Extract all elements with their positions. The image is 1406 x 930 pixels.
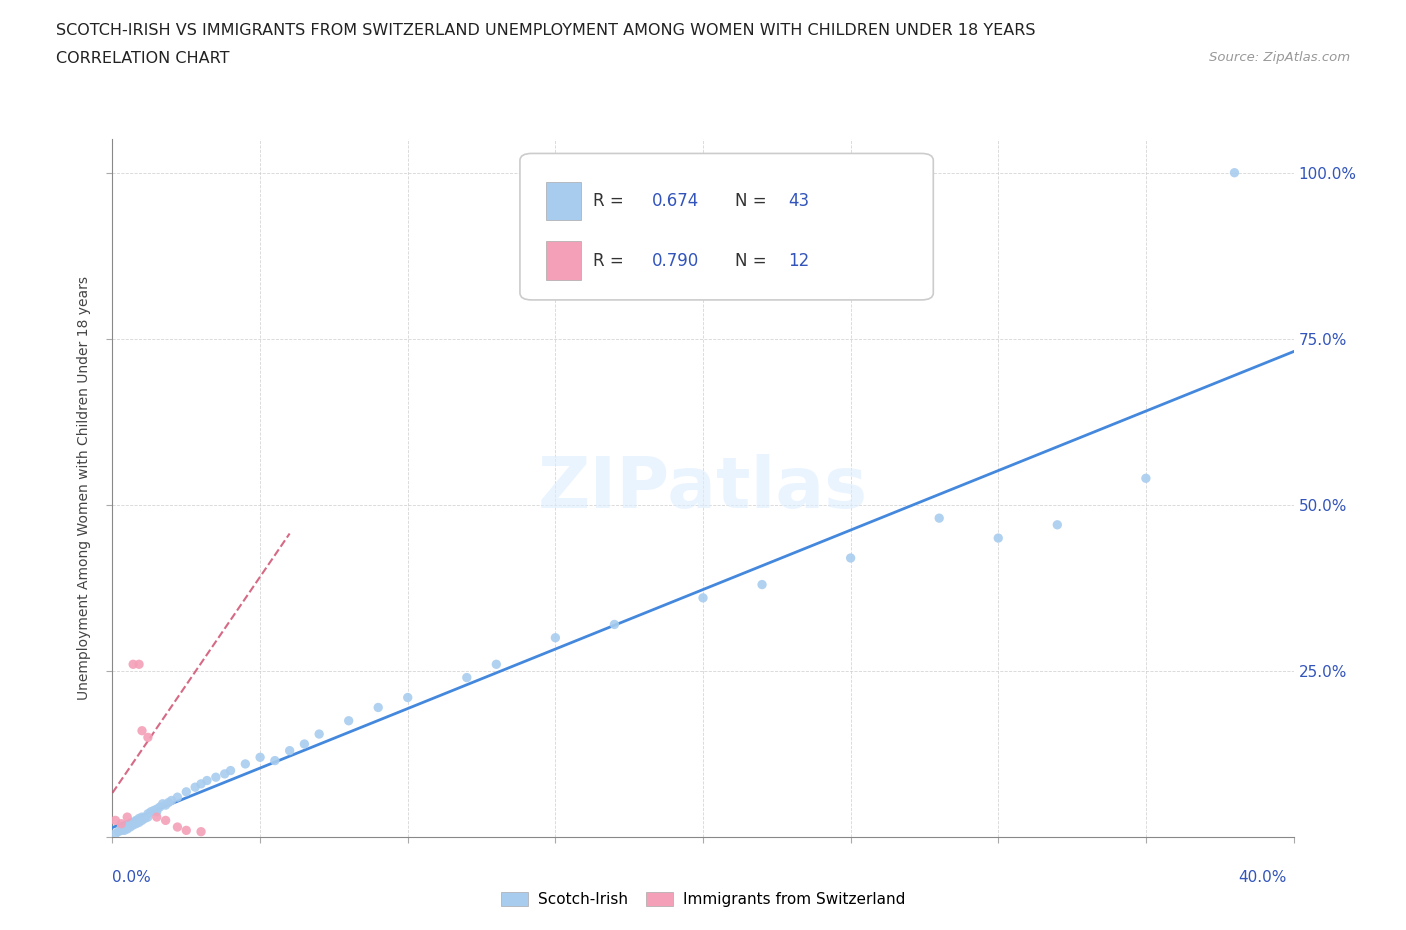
Point [122, 657, 145, 671]
Point [751, 578, 773, 592]
Point [367, 700, 389, 715]
Point [278, 743, 301, 758]
Point [120, 817, 142, 831]
Point [136, 806, 159, 821]
Text: ZIPatlas: ZIPatlas [538, 454, 868, 523]
Point [233, 756, 256, 771]
Point [146, 810, 169, 825]
Point [987, 531, 1010, 546]
Point [692, 591, 714, 605]
Point [136, 730, 159, 745]
Point [174, 823, 197, 838]
Point [146, 804, 169, 819]
Point [155, 813, 177, 828]
Point [152, 796, 174, 811]
Point [110, 817, 132, 831]
Point [149, 800, 172, 815]
Text: 0.790: 0.790 [652, 251, 699, 270]
Point [134, 811, 156, 826]
Point [117, 810, 138, 825]
Point [249, 750, 271, 764]
Point [104, 813, 127, 828]
Text: R =: R = [593, 192, 624, 210]
Point [122, 815, 145, 830]
Point [136, 810, 159, 825]
Point [219, 764, 242, 778]
Point [174, 784, 197, 799]
Point [110, 823, 132, 838]
Point [190, 777, 212, 791]
Point [264, 753, 287, 768]
Point [146, 802, 169, 817]
Point [205, 770, 228, 785]
FancyBboxPatch shape [520, 153, 934, 300]
Point [157, 795, 180, 810]
Point [142, 803, 165, 817]
Point [485, 657, 508, 671]
Point [125, 813, 148, 828]
Point [544, 631, 567, 645]
Point [104, 826, 127, 841]
Point [190, 824, 212, 839]
Point [131, 724, 153, 738]
Point [166, 819, 188, 834]
Point [1135, 471, 1157, 485]
Text: 12: 12 [787, 251, 810, 270]
Point [184, 779, 207, 794]
Text: 0.674: 0.674 [652, 192, 699, 210]
Point [214, 766, 236, 781]
Point [337, 713, 360, 728]
Point [195, 773, 218, 788]
Point [1046, 517, 1069, 532]
Text: CORRELATION CHART: CORRELATION CHART [56, 51, 229, 66]
Point [131, 810, 153, 825]
Point [603, 617, 626, 631]
Point [928, 511, 950, 525]
Y-axis label: Unemployment Among Women with Children Under 18 years: Unemployment Among Women with Children U… [77, 276, 91, 700]
FancyBboxPatch shape [546, 241, 581, 280]
Text: R =: R = [593, 251, 624, 270]
Point [396, 690, 419, 705]
Point [128, 657, 150, 671]
Point [112, 823, 135, 838]
Text: 43: 43 [787, 192, 810, 210]
Point [292, 737, 315, 751]
Point [139, 804, 162, 819]
Point [128, 811, 150, 826]
Point [120, 819, 142, 834]
FancyBboxPatch shape [546, 181, 581, 220]
Point [839, 551, 862, 565]
Point [110, 819, 132, 834]
Text: N =: N = [735, 192, 766, 210]
Text: N =: N = [735, 251, 766, 270]
Point [166, 790, 188, 804]
Point [117, 821, 138, 836]
Point [160, 793, 183, 808]
Point [122, 817, 145, 832]
Point [1223, 166, 1246, 180]
Point [131, 813, 153, 828]
Text: Source: ZipAtlas.com: Source: ZipAtlas.com [1209, 51, 1350, 64]
Text: SCOTCH-IRISH VS IMMIGRANTS FROM SWITZERLAND UNEMPLOYMENT AMONG WOMEN WITH CHILDR: SCOTCH-IRISH VS IMMIGRANTS FROM SWITZERL… [56, 23, 1036, 38]
Point [107, 824, 129, 839]
Point [128, 815, 150, 830]
Point [308, 726, 330, 741]
Point [117, 817, 138, 832]
Legend: Scotch-Irish, Immigrants from Switzerland: Scotch-Irish, Immigrants from Switzerlan… [495, 885, 911, 913]
Text: 40.0%: 40.0% [1239, 870, 1286, 884]
Point [125, 817, 148, 831]
Text: 0.0%: 0.0% [112, 870, 152, 884]
Point [155, 798, 177, 813]
Point [456, 671, 478, 685]
